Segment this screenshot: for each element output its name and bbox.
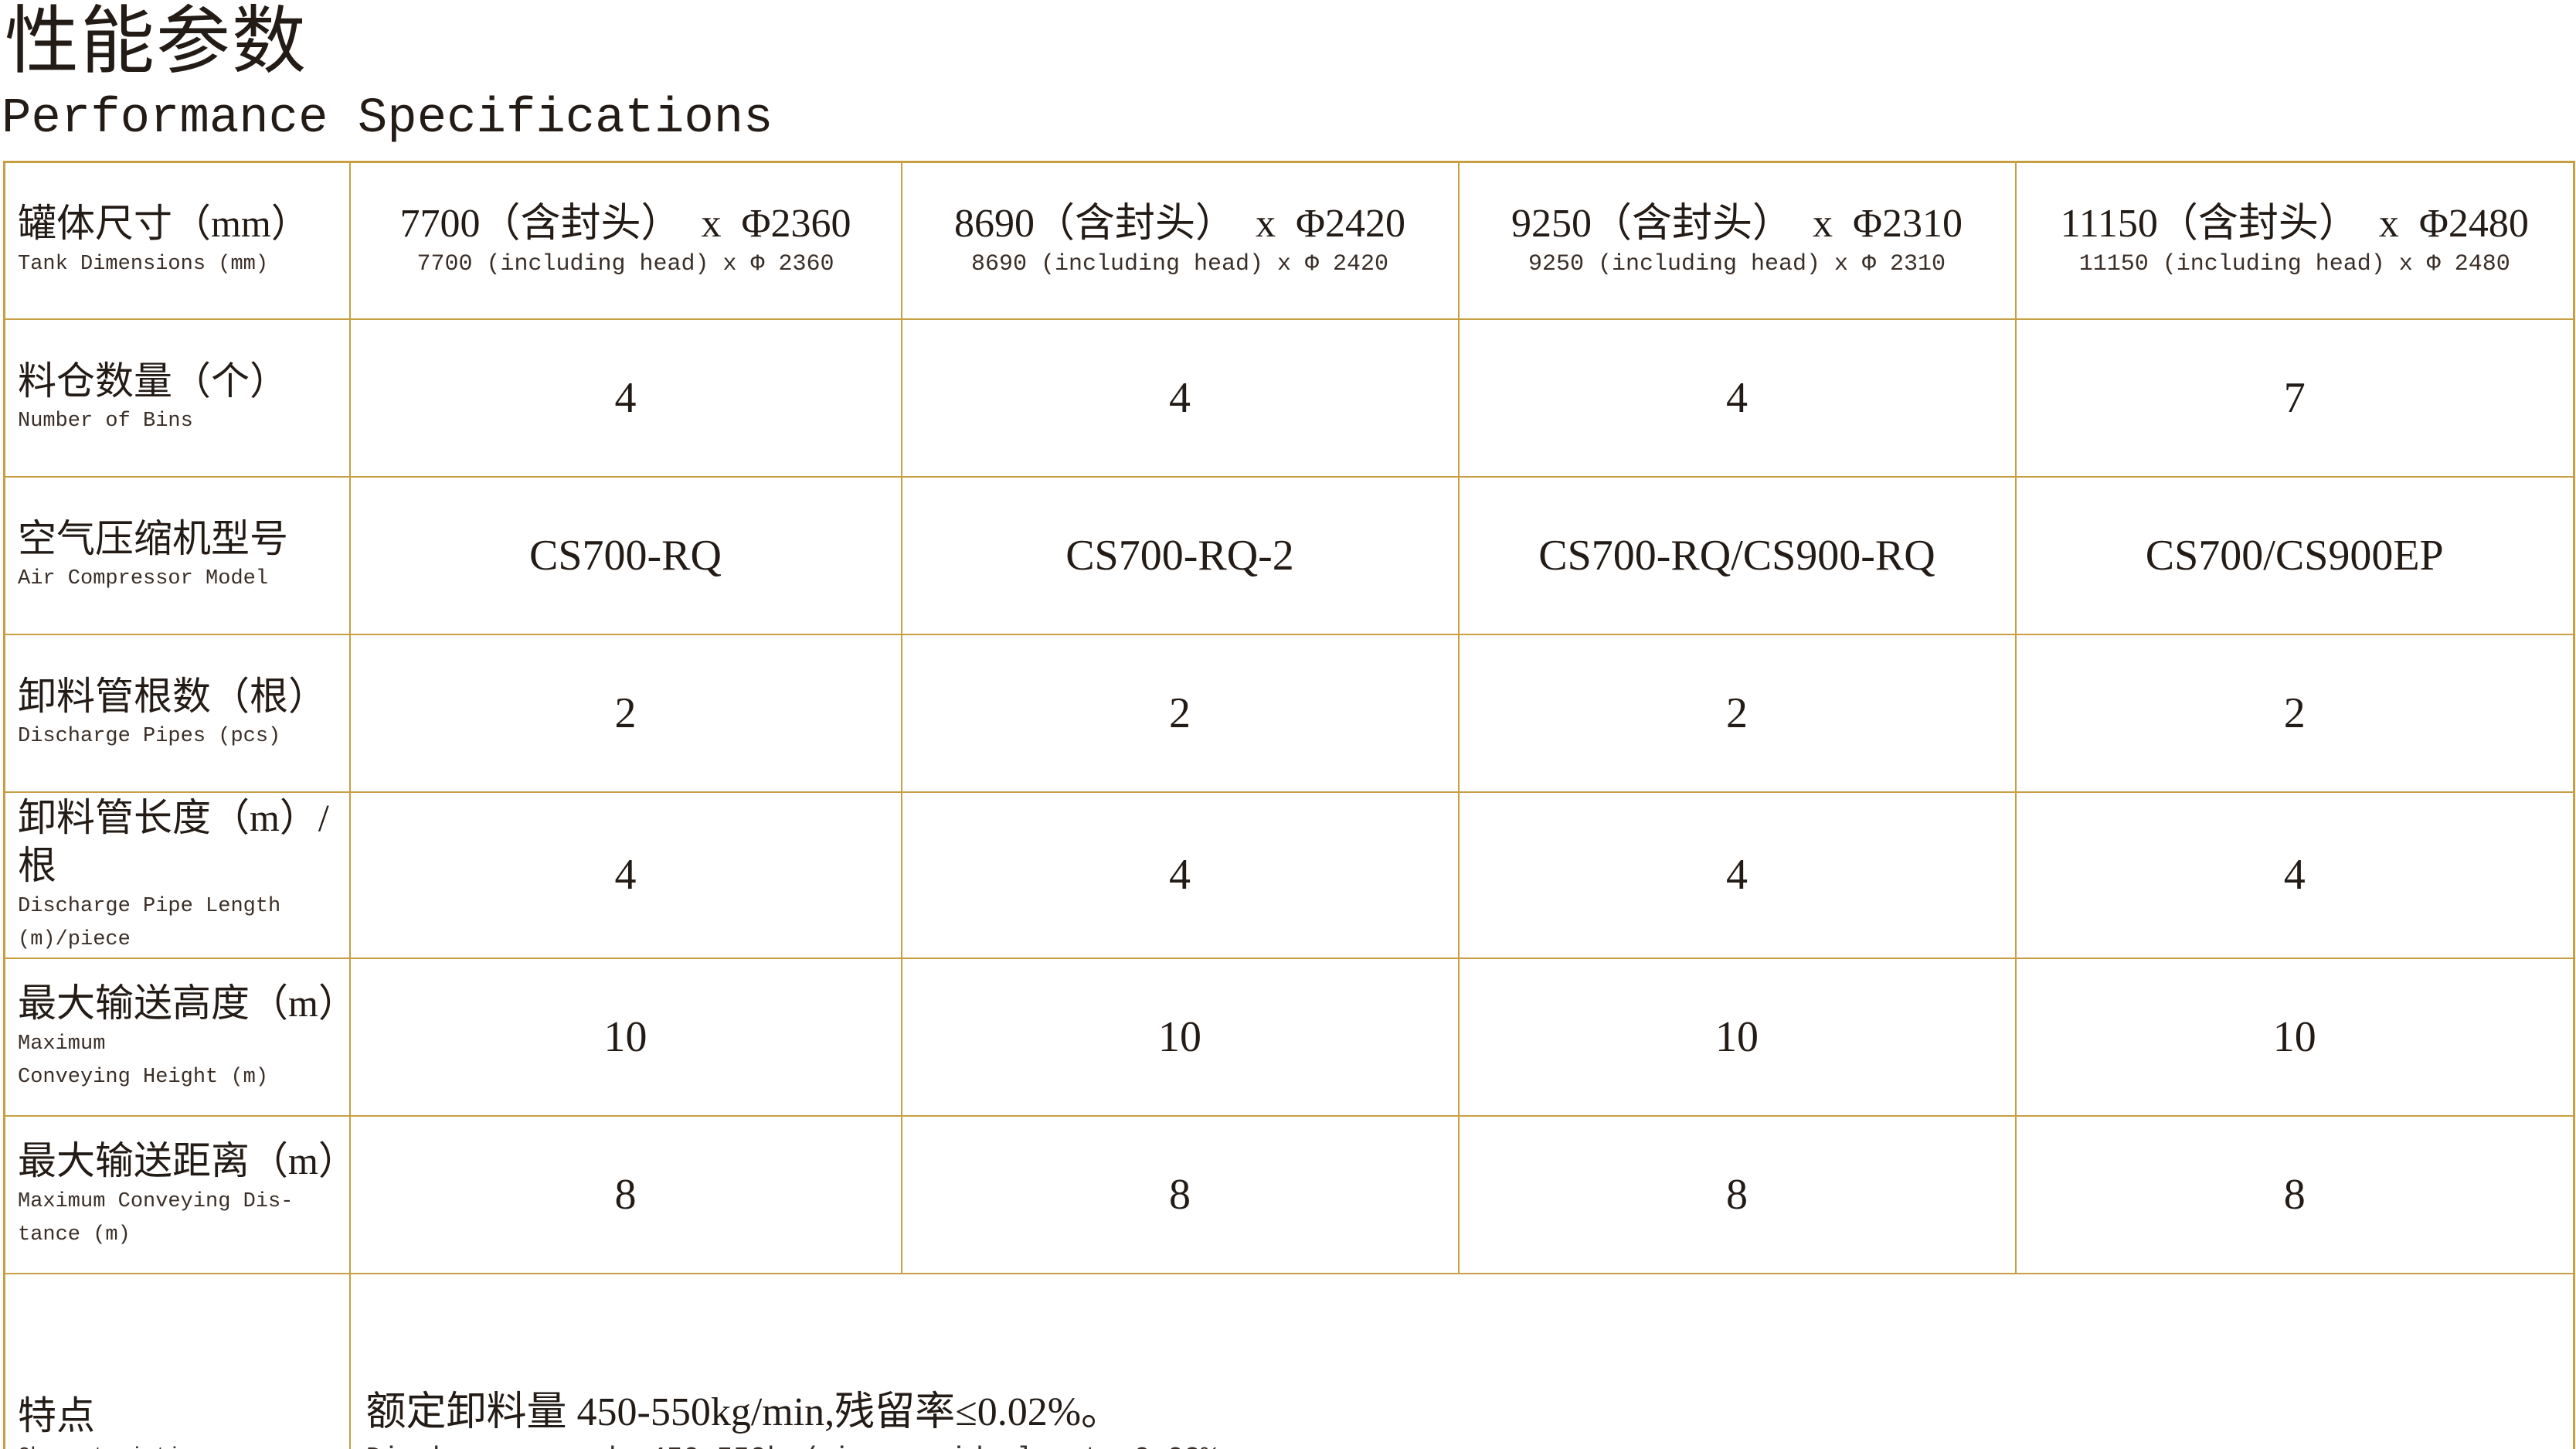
value-cell: 8 (348, 1114, 902, 1274)
value-cell: CS700-RQ-2 (900, 475, 1460, 635)
tank-dimension-cell: 11150（含封头） x Φ2480 11150 (including head… (2014, 161, 2575, 320)
value-cell: 8 (2014, 1114, 2575, 1274)
cell-value-en: 7700 (including head) x Φ 2360 (416, 251, 834, 278)
table-row-characteristics: 特点 Characteristics 额定卸料量 450-550kg/min,残… (3, 1272, 2575, 1449)
row-header-tank-dimensions: 罐体尺寸（mm） Tank Dimensions (mm) (3, 161, 351, 320)
value-cell: 10 (348, 957, 902, 1117)
row-header-label-en: Discharge Pipe Length (m)/piece (18, 894, 281, 951)
cell-value-en: 9250 (including head) x Φ 2310 (1528, 251, 1946, 278)
cell-value-zh: 8690（含封头） x Φ2420 (953, 202, 1405, 247)
row-header-air-compressor-model: 空气压缩机型号 Air Compressor Model (3, 475, 351, 635)
tank-dimension-cell: 9250（含封头） x Φ2310 9250 (including head) … (1457, 161, 2017, 320)
cell-value-zh: 11150（含封头） x Φ2480 (2060, 202, 2529, 247)
value-cell: 8 (1457, 1114, 2017, 1274)
row-header-label-zh: 空气压缩机型号 (18, 516, 288, 560)
performance-spec-table: 罐体尺寸（mm） Tank Dimensions (mm) 7700（含封头） … (3, 161, 2575, 1449)
value-cell: 4 (900, 318, 1460, 478)
row-header-label-zh: 卸料管长度（m）/根 (18, 795, 329, 888)
row-header-discharge-pipe-length: 卸料管长度（m）/根 Discharge Pipe Length (m)/pie… (3, 791, 351, 959)
value-cell: 7 (2014, 318, 2575, 478)
spec-sheet-page: 性能参数 Performance Specifications 罐体尺寸（mm）… (0, 5, 2576, 1449)
row-header-label-zh: 卸料管根数（根） (18, 674, 327, 718)
value-cell: 2 (1457, 633, 2017, 793)
table-row-max-conveying-height: 最大输送高度（m） Maximum Conveying Height (m) 1… (3, 957, 2575, 1117)
row-header-label-en: Tank Dimensions (mm) (18, 252, 269, 276)
cell-value-en: 8690 (including head) x Φ 2420 (970, 251, 1389, 278)
page-title-en: Performance Specifications (2, 91, 773, 147)
characteristics-cell: 额定卸料量 450-550kg/min,残留率≤0.02%。 Discharge… (348, 1272, 2575, 1449)
value-cell: 4 (900, 791, 1460, 959)
row-header-label-en: Number of Bins (18, 410, 193, 434)
characteristics-text-zh: 额定卸料量 450-550kg/min,残留率≤0.02%。 (365, 1389, 1122, 1434)
table-row-discharge-pipes: 卸料管根数（根） Discharge Pipes (pcs) 2 2 2 2 (3, 633, 2575, 793)
row-header-label-zh: 特点 (18, 1394, 95, 1438)
row-header-label-en: Maximum Conveying Dis- tance (m) (18, 1189, 294, 1247)
page-title-zh: 性能参数 (5, 0, 308, 83)
characteristics-text-en: Discharge speed: 450-550kg/min, residual… (366, 1438, 2573, 1449)
value-cell: 4 (1457, 318, 2017, 478)
row-header-label-zh: 料仓数量（个） (18, 359, 288, 403)
row-header-label-zh: 最大输送距离（m） (18, 1139, 350, 1183)
cell-value-zh: 7700（含封头） x Φ2360 (399, 202, 851, 247)
tank-dimension-cell: 8690（含封头） x Φ2420 8690 (including head) … (900, 161, 1460, 320)
value-cell: 10 (2014, 957, 2575, 1117)
value-cell: 10 (1457, 957, 2017, 1117)
value-cell: 4 (2014, 791, 2575, 959)
row-header-label-zh: 最大输送高度（m） (18, 981, 350, 1026)
row-header-label-en: Characteristics (18, 1440, 348, 1449)
row-header-discharge-pipes: 卸料管根数（根） Discharge Pipes (pcs) (3, 633, 351, 793)
value-cell: 4 (348, 791, 902, 959)
value-cell: CS700-RQ/CS900-RQ (1457, 475, 2017, 635)
row-header-label-en: Air Compressor Model (18, 567, 269, 591)
row-header-number-of-bins: 料仓数量（个） Number of Bins (3, 318, 351, 478)
tank-dimension-cell: 7700（含封头） x Φ2360 7700 (including head) … (348, 161, 902, 320)
value-cell: CS700-RQ (348, 475, 902, 635)
value-cell: 8 (900, 1114, 1460, 1274)
cell-value-zh: 9250（含封头） x Φ2310 (1511, 202, 1963, 247)
row-header-max-conveying-height: 最大输送高度（m） Maximum Conveying Height (m) (3, 957, 351, 1117)
cell-value-en: 11150 (including head) x Φ 2480 (2078, 251, 2510, 278)
value-cell: 4 (1457, 791, 2017, 959)
table-row-tank-dimensions: 罐体尺寸（mm） Tank Dimensions (mm) 7700（含封头） … (3, 161, 2575, 320)
table-row-number-of-bins: 料仓数量（个） Number of Bins 4 4 4 7 (3, 318, 2575, 478)
table-row-max-conveying-distance: 最大输送距离（m） Maximum Conveying Dis- tance (… (3, 1114, 2575, 1274)
value-cell: CS700/CS900EP (2014, 475, 2575, 635)
value-cell: 10 (900, 957, 1460, 1117)
row-header-label-en: Maximum Conveying Height (m) (18, 1032, 269, 1090)
row-header-label-zh: 罐体尺寸（mm） (18, 202, 310, 246)
value-cell: 2 (2014, 633, 2575, 793)
value-cell: 4 (348, 318, 902, 478)
row-header-label-en: Discharge Pipes (pcs) (18, 725, 281, 749)
table-row-discharge-pipe-length: 卸料管长度（m）/根 Discharge Pipe Length (m)/pie… (3, 791, 2575, 959)
value-cell: 2 (900, 633, 1460, 793)
row-header-characteristics: 特点 Characteristics (3, 1272, 351, 1449)
table-row-air-compressor-model: 空气压缩机型号 Air Compressor Model CS700-RQ CS… (3, 475, 2575, 635)
row-header-max-conveying-distance: 最大输送距离（m） Maximum Conveying Dis- tance (… (3, 1114, 351, 1274)
value-cell: 2 (348, 633, 902, 793)
